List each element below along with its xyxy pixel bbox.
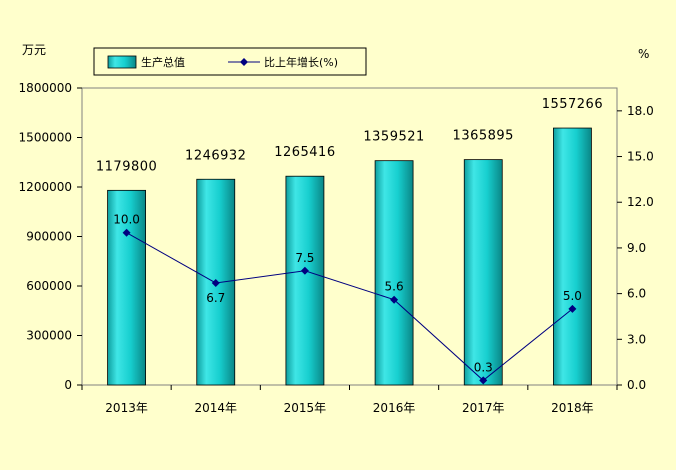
bar-value-label: 1359521 [363, 130, 424, 145]
left-tick-label: 1500000 [19, 131, 72, 145]
left-tick-label: 300000 [26, 329, 72, 343]
bar-value-label: 1179800 [96, 159, 157, 174]
bar [553, 127, 592, 386]
x-tick-label: 2016年 [373, 401, 416, 415]
growth-point [568, 304, 577, 313]
legend: 生产总值 比上年增长(%) [93, 47, 367, 76]
growth-value-label: 0.3 [474, 360, 493, 374]
right-tick-label: 15.0 [627, 150, 654, 164]
legend-line-label: 比上年增长(%) [264, 55, 338, 69]
growth-point [211, 278, 220, 287]
bar-value-label: 1557266 [542, 97, 603, 112]
axes-group: 0 300000 600000 900000 1200000 1500000 1800000… [19, 81, 654, 415]
right-tick-label: 3.0 [627, 332, 646, 346]
growth-value-label: 7.5 [295, 251, 314, 265]
left-tick-label: 900000 [26, 230, 72, 244]
legend-bar-swatch [107, 55, 137, 69]
bar-value-label: 1365895 [453, 129, 514, 144]
right-tick-label: 12.0 [627, 195, 654, 209]
growth-value-label: 10.0 [113, 213, 140, 227]
legend-bar-label: 生产总值 [141, 55, 185, 69]
legend-line-marker [240, 58, 248, 66]
bar-value-label: 1265416 [274, 145, 335, 160]
left-tick-label: 1200000 [19, 180, 72, 194]
x-tick-label: 2018年 [551, 401, 594, 415]
right-tick-label: 9.0 [627, 241, 646, 255]
x-tick-label: 2017年 [462, 401, 505, 415]
x-tick-label: 2015年 [284, 401, 327, 415]
left-tick-label: 0 [64, 378, 72, 392]
right-tick-label: 18.0 [627, 104, 654, 118]
left-axis-unit: 万元 [22, 43, 46, 57]
bars-group: 1179800 1246932 1265416 1359521 1365895 15572… [96, 97, 603, 386]
bar-value-label: 1246932 [185, 148, 246, 163]
right-tick-label: 6.0 [627, 287, 646, 301]
bar [374, 160, 414, 386]
x-tick-label: 2013年 [105, 401, 148, 415]
growth-point [300, 266, 309, 275]
growth-point [122, 228, 131, 237]
bar [107, 189, 146, 386]
x-tick-label: 2014年 [194, 401, 237, 415]
right-tick-label: 0.0 [627, 378, 646, 392]
growth-value-label: 5.6 [385, 280, 404, 294]
growth-line [126, 232, 573, 382]
growth-point [479, 376, 488, 385]
bar [285, 175, 325, 386]
growth-point [390, 295, 399, 304]
growth-value-label: 5.0 [563, 289, 582, 303]
bar [463, 159, 503, 386]
growth-value-label: 6.7 [206, 291, 225, 305]
left-tick-label: 600000 [26, 279, 72, 293]
growth-line-group: 10.0 6.7 7.5 5.6 0.3 5.0 [113, 213, 582, 385]
plot-area [81, 87, 618, 386]
left-tick-label: 1800000 [19, 81, 72, 95]
right-axis-unit: % [638, 47, 649, 61]
